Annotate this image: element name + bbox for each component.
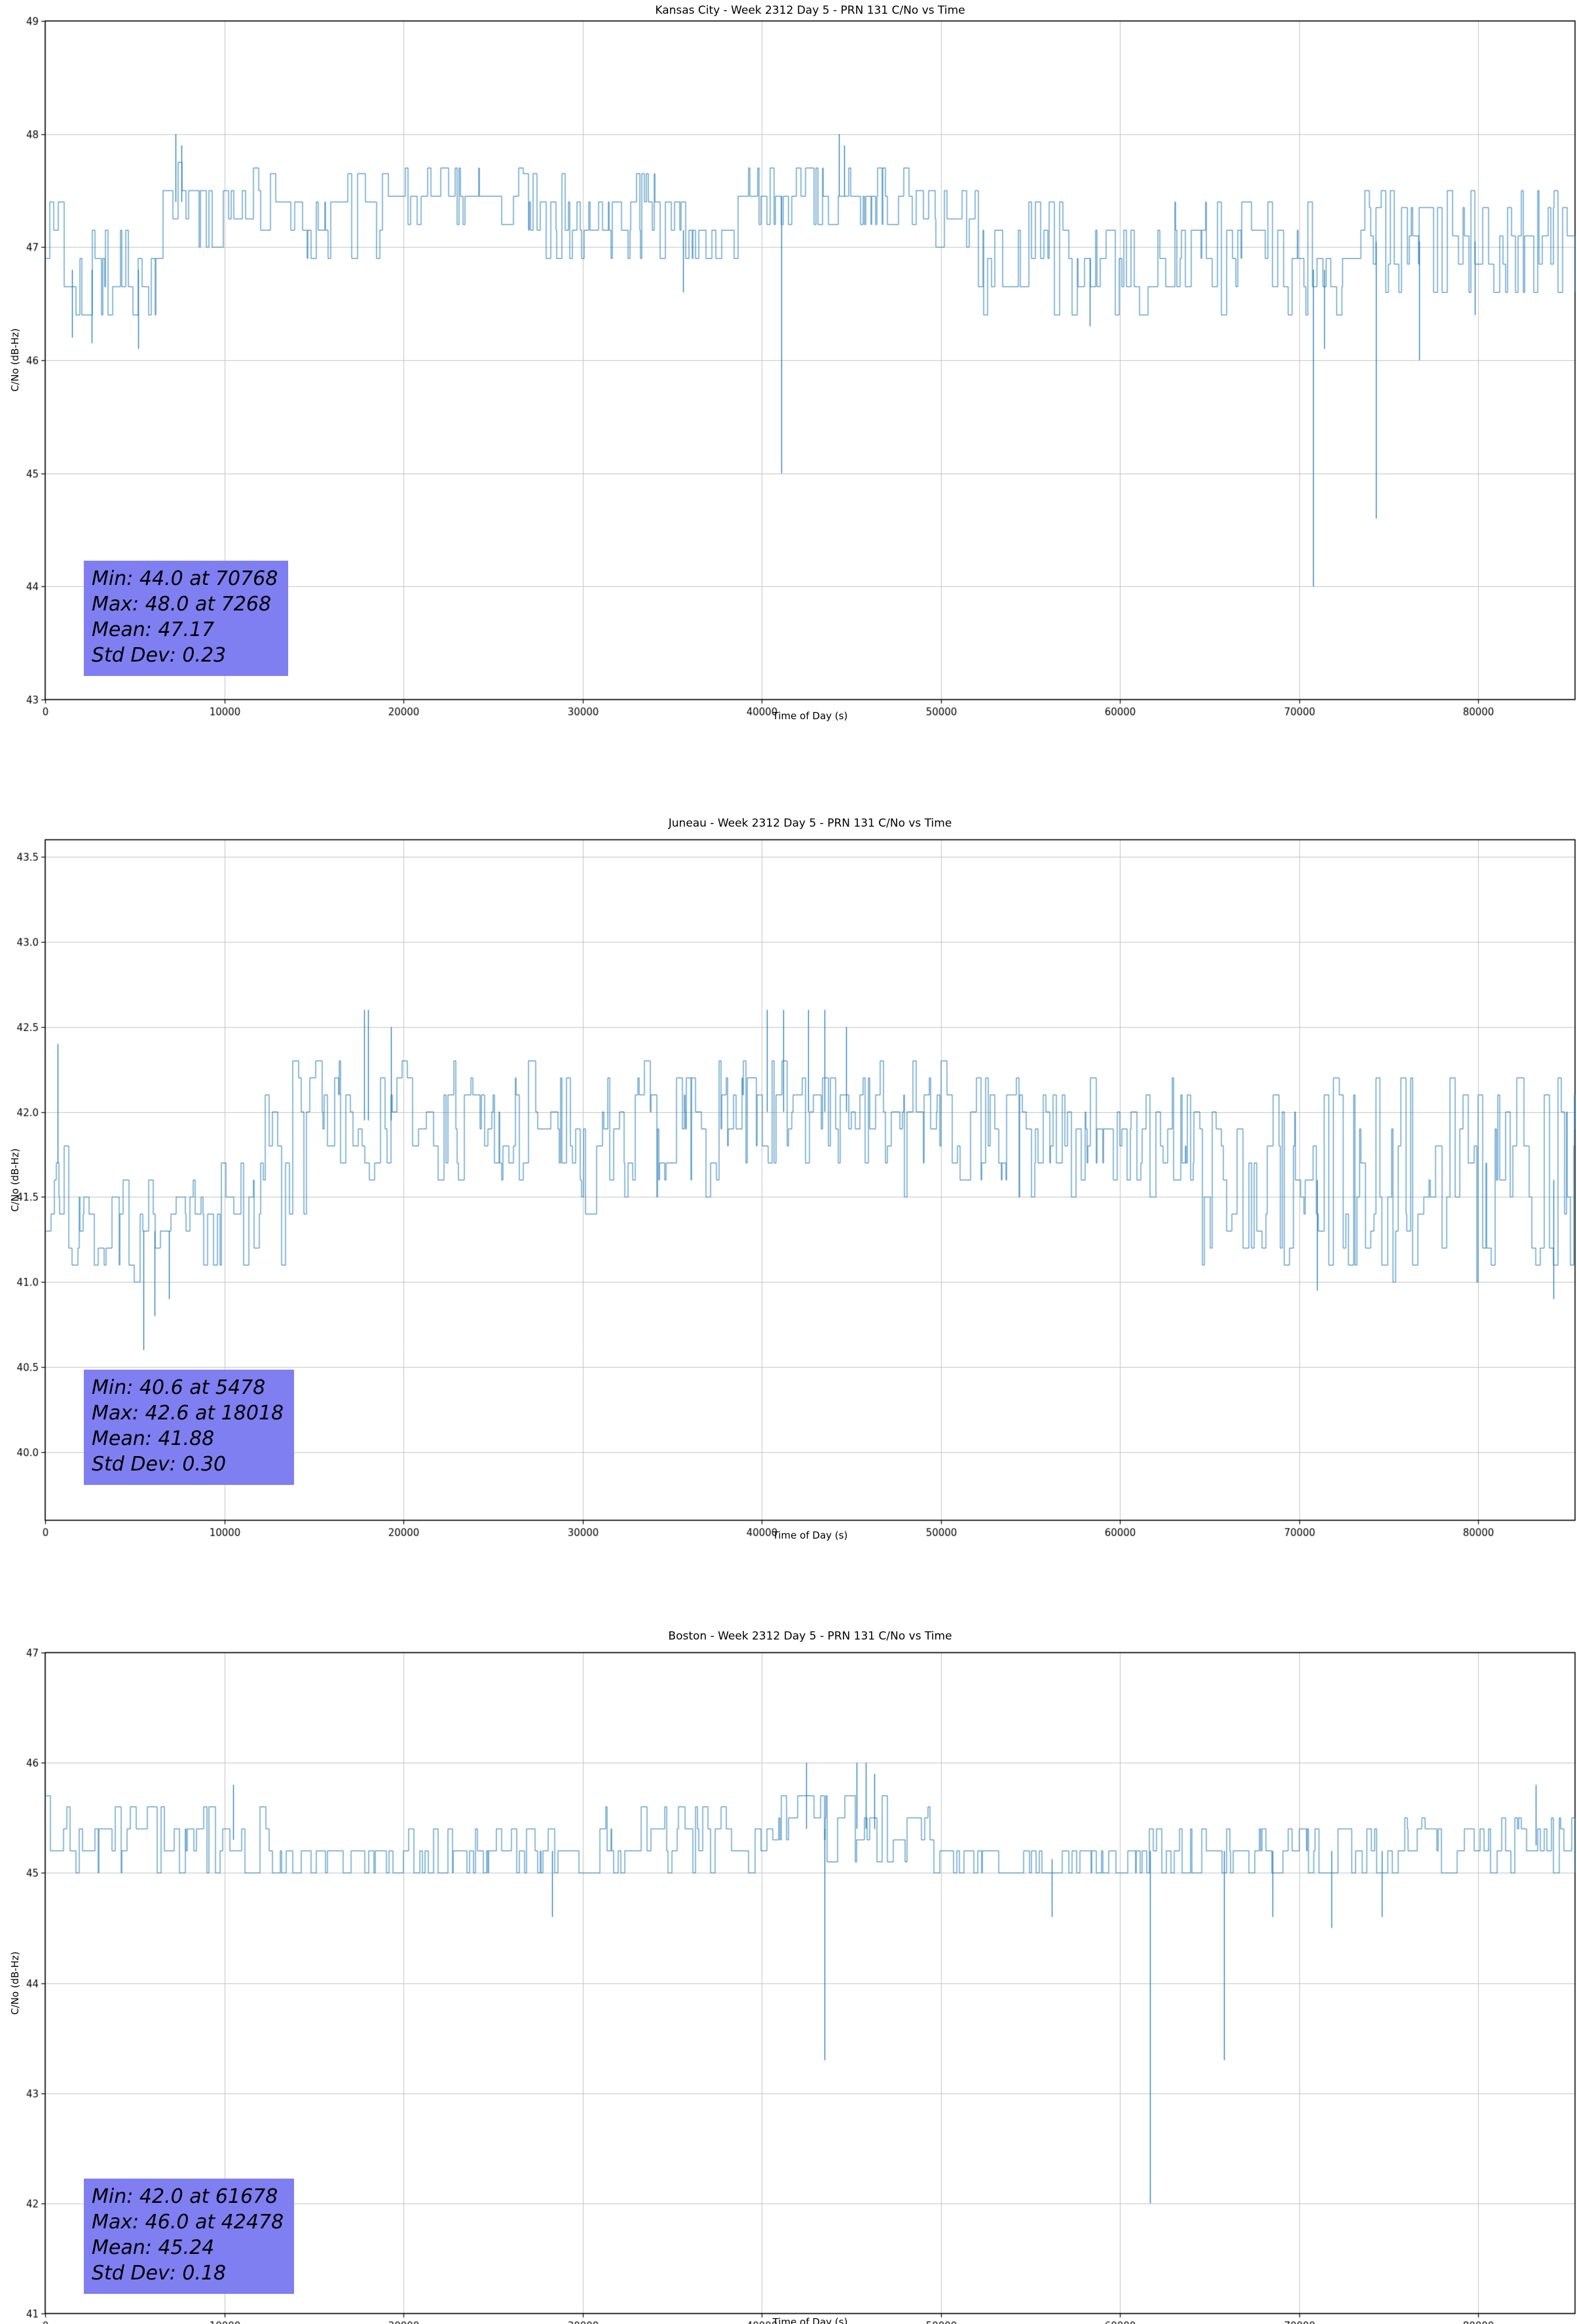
stats-max: Max: 48.0 at 7268 — [92, 593, 272, 616]
chart-title: Boston - Week 2312 Day 5 - PRN 131 C/No … — [668, 1630, 952, 1643]
y-axis-label: C/No (dB-Hz) — [9, 1951, 21, 2015]
stats-annotation-box: Min: 42.0 at 61678 Max: 46.0 at 42478 Me… — [84, 2179, 295, 2294]
chart-title: Juneau - Week 2312 Day 5 - PRN 131 C/No … — [668, 817, 952, 830]
stats-annotation-box: Min: 40.6 at 5478 Max: 42.6 at 18018 Mea… — [84, 1370, 295, 1485]
chart-kansas-city: Kansas City - Week 2312 Day 5 - PRN 131 … — [0, 0, 1577, 775]
stats-annotation-box: Min: 44.0 at 70768 Max: 48.0 at 7268 Mea… — [84, 561, 289, 676]
x-axis-label: Time of Day (s) — [772, 710, 848, 722]
stats-stddev: Std Dev: 0.23 — [92, 644, 227, 667]
chart-juneau: Juneau - Week 2312 Day 5 - PRN 131 C/No … — [0, 775, 1577, 1550]
x-axis-label: Time of Day (s) — [772, 2316, 848, 2324]
stats-max: Max: 42.6 at 18018 — [92, 1402, 284, 1425]
x-axis-label: Time of Day (s) — [772, 1529, 848, 1541]
chart-title: Kansas City - Week 2312 Day 5 - PRN 131 … — [655, 4, 965, 17]
stats-min: Min: 42.0 at 61678 — [92, 2185, 278, 2208]
stats-min: Min: 44.0 at 70768 — [92, 567, 278, 590]
stats-mean: Mean: 45.24 — [92, 2236, 215, 2259]
stats-stddev: Std Dev: 0.30 — [92, 1453, 227, 1476]
stats-mean: Mean: 41.88 — [92, 1427, 215, 1450]
y-axis-label: C/No (dB-Hz) — [9, 1148, 21, 1212]
y-axis-label: C/No (dB-Hz) — [9, 328, 21, 392]
chart-boston: Boston - Week 2312 Day 5 - PRN 131 C/No … — [0, 1550, 1577, 2324]
stats-min: Min: 40.6 at 5478 — [92, 1376, 266, 1399]
stats-max: Max: 46.0 at 42478 — [92, 2211, 284, 2234]
stats-mean: Mean: 47.17 — [92, 618, 215, 641]
stats-stddev: Std Dev: 0.18 — [92, 2262, 227, 2285]
